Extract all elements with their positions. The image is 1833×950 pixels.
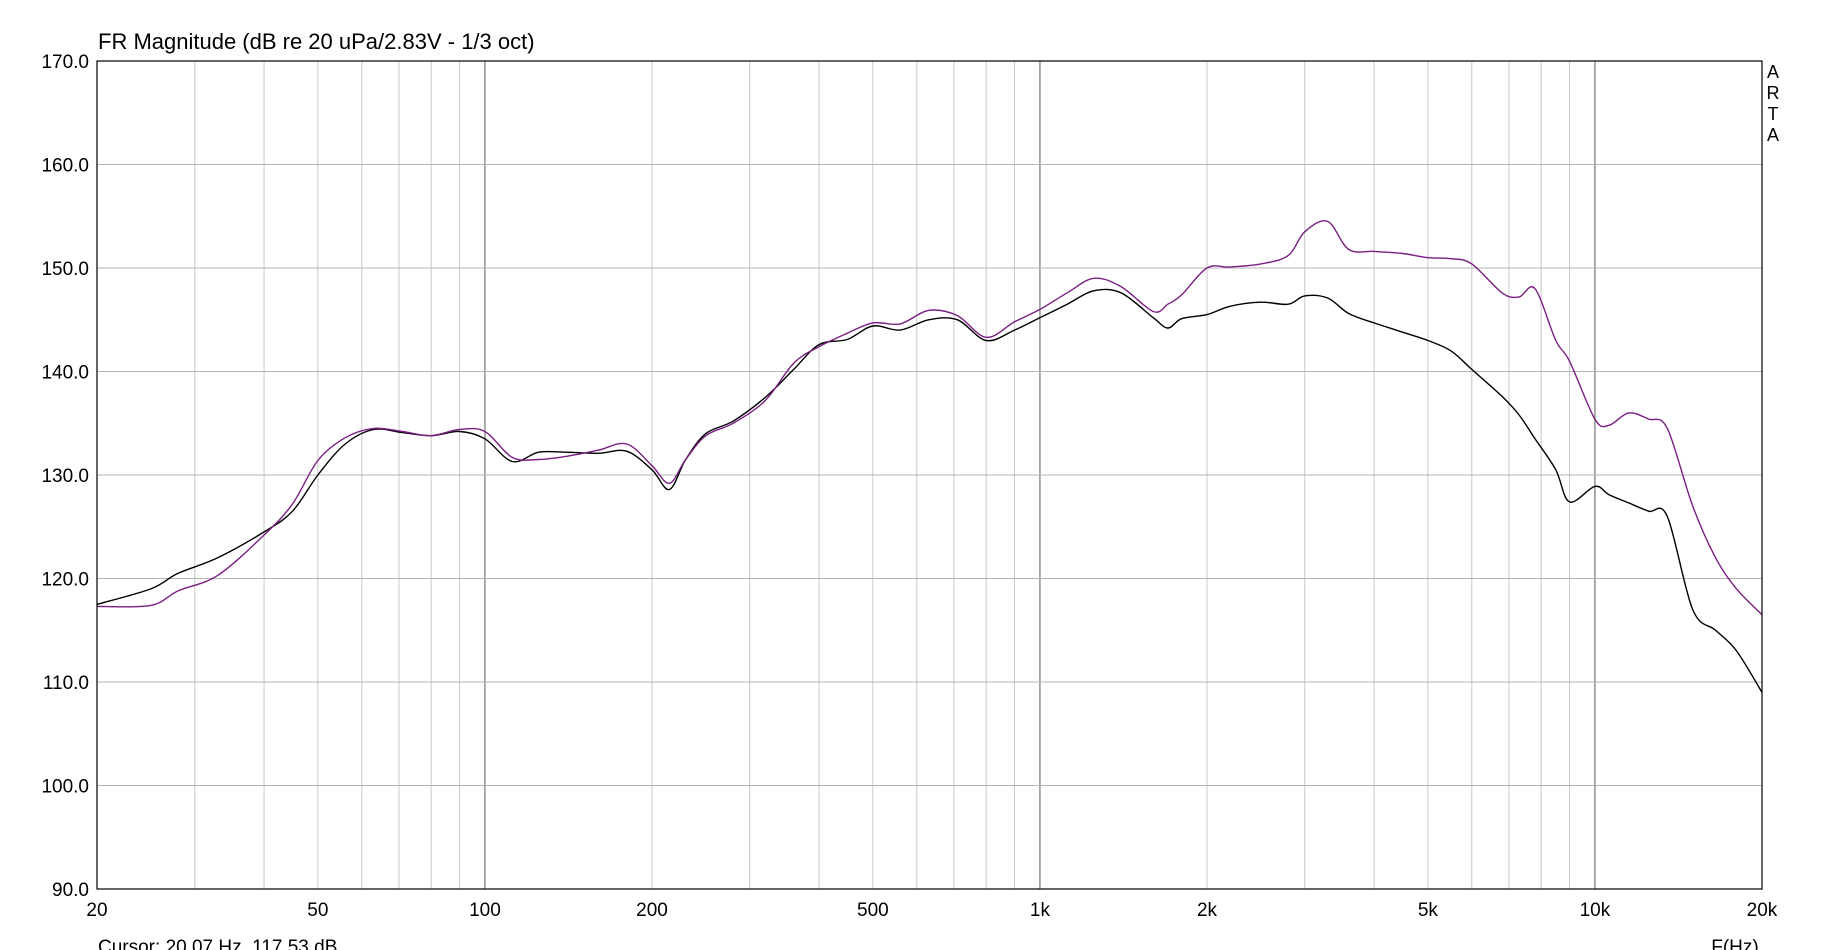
- watermark-letter: R: [1767, 83, 1780, 103]
- y-tick-label: 160.0: [41, 156, 89, 177]
- x-tick-label: 20: [86, 900, 107, 921]
- x-axis-label: F(Hz): [1711, 937, 1758, 950]
- watermark-letter: T: [1768, 104, 1779, 124]
- x-tick-label: 5k: [1418, 900, 1439, 921]
- x-tick-label: 500: [857, 900, 889, 921]
- grid: [97, 61, 1762, 889]
- y-tick-label: 100.0: [41, 777, 89, 798]
- x-tick-label: 10k: [1580, 900, 1611, 921]
- y-tick-label: 150.0: [41, 259, 89, 280]
- x-tick-label: 1k: [1030, 900, 1051, 921]
- x-tick-label: 100: [469, 900, 501, 921]
- x-tick-label: 2k: [1197, 900, 1218, 921]
- cursor-readout: Cursor: 20.07 Hz, 117.53 dB: [98, 937, 337, 950]
- series-layer: [96, 220, 1763, 693]
- series-line-2: [96, 220, 1763, 616]
- plot-frame: [96, 60, 1763, 890]
- watermark-letter: A: [1767, 125, 1779, 145]
- x-tick-label: 50: [307, 900, 328, 921]
- x-tick-label: 20k: [1747, 900, 1778, 921]
- y-tick-label: 110.0: [43, 673, 89, 694]
- y-tick-label: 120.0: [41, 570, 89, 591]
- y-tick-label: 170.0: [41, 52, 89, 73]
- series-line-1: [96, 288, 1763, 693]
- watermark-letter: A: [1767, 62, 1779, 82]
- y-axis-ticks: 170.0 160.0 150.0 140.0 130.0 120.0 110.0 100.0…: [41, 52, 89, 901]
- chart-title: FR Magnitude (dB re 20 uPa/2.83V - 1/3 o…: [98, 29, 535, 54]
- x-tick-label: 200: [636, 900, 668, 921]
- y-tick-label: 90.0: [52, 880, 89, 901]
- y-tick-label: 130.0: [41, 466, 89, 487]
- y-tick-label: 140.0: [41, 363, 89, 384]
- x-axis-ticks: 20 50 100 200 500 1k 2k 5k 10k 20k: [86, 900, 1777, 921]
